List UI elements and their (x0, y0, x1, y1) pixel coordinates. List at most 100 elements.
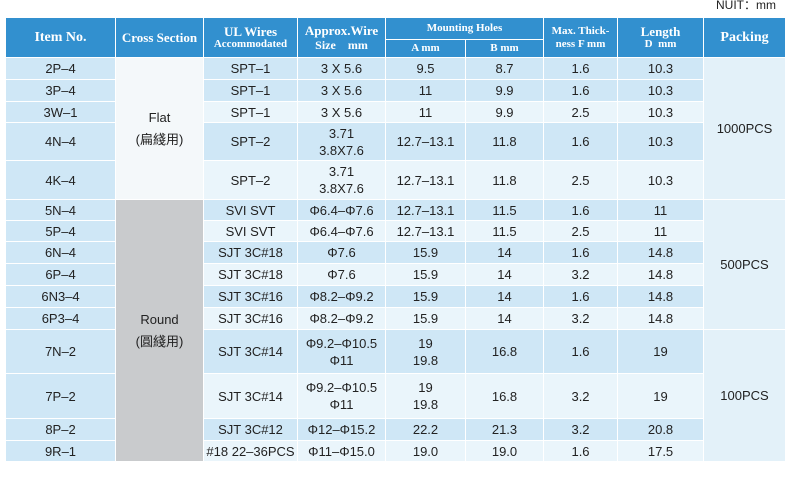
thickness-cell: 2.5 (543, 160, 619, 200)
a-cell: 12.7–13.1 (385, 220, 466, 242)
a-cell: 9.5 (385, 57, 466, 80)
table-row: 8P–2 SJT 3C#12 Φ12–Φ15.2 22.2 21.3 3.2 20.8 (5, 418, 786, 441)
cell-line: Φ6.4–Φ7.6 (309, 202, 374, 218)
item-cell: 7N–2 (5, 329, 116, 374)
cell-line: 1.6 (571, 245, 590, 260)
item-cell: 3W–1 (5, 101, 116, 123)
cell-line: 6N–4 (44, 245, 77, 260)
ul-cell: SPT–1 (203, 101, 298, 123)
a-cell: 19.0 (385, 440, 466, 462)
header-line: Length (640, 23, 681, 39)
cell-line: 6P3–4 (41, 311, 80, 326)
b-cell: 14 (464, 285, 545, 308)
ul-cell: SJT 3C#12 (203, 418, 298, 441)
cell-line: 3.8X7.6 (319, 142, 364, 158)
ul-cell: #18 22–36PCS (203, 440, 298, 462)
cell-line: Φ11 (329, 352, 354, 368)
cell-line: 8P–2 (45, 422, 76, 437)
table-row: 9R–1 #18 22–36PCS Φ11–Φ15.0 19.0 19.0 1.6 17.5 (5, 440, 786, 462)
item-cell: 6P3–4 (5, 307, 116, 330)
unit-label: NUIT：mm (716, 0, 776, 12)
cell-line: 11 (418, 83, 433, 98)
cell-line: 11.5 (492, 223, 517, 239)
cell-line: SJT 3C#16 (218, 289, 283, 304)
b-cell: 21.3 (464, 418, 545, 441)
cell-line: 14 (497, 311, 512, 326)
b-cell: 11.5 (464, 199, 545, 221)
cell-line: 19 (653, 344, 668, 359)
packing-cell: 1000PCS (703, 57, 787, 200)
cell-line: 9.9 (495, 83, 514, 98)
table-row: 2P–4 Flat (扁綫用) SPT–1 3 X 5.6 9.5 8.7 1.6 10.3 10… (5, 57, 787, 200)
thickness-cell: 3.2 (543, 373, 619, 419)
header-cell: Packing (703, 17, 787, 58)
cell-line: #18 22–36PCS (206, 443, 295, 459)
cell-line: Φ7.6 (327, 245, 356, 260)
cell-line: 19 (653, 388, 668, 404)
cell-line: 12.7–13.1 (396, 134, 455, 149)
thickness-cell: 1.6 (543, 57, 619, 80)
cell-line: 3.2 (571, 388, 590, 404)
wire-cell: Φ8.2–Φ9.2 (297, 307, 386, 330)
a-cell: 12.7–13.1 (385, 122, 466, 161)
header-cell: Length D mm (617, 17, 705, 58)
cell-line: 19.0 (412, 443, 439, 459)
b-cell: 14 (464, 241, 545, 264)
length-cell: 11 (617, 220, 705, 242)
header-cell: Max. Thick-ness F mm (543, 17, 619, 58)
ul-cell: SPT–2 (203, 160, 298, 200)
cell-line: 19.0 (491, 443, 518, 459)
header-cell: Approx.Wire Size mm (297, 17, 386, 58)
cell-line: 16.8 (491, 388, 518, 404)
length-cell: 20.8 (617, 418, 705, 441)
cell-line: 5P–4 (45, 223, 76, 239)
cell-line: SJT 3C#14 (218, 388, 283, 404)
cell-line: 3P–4 (45, 83, 76, 98)
thickness-cell: 1.6 (543, 199, 619, 221)
length-cell: 11 (617, 199, 705, 221)
cell-line: 6N3–4 (41, 289, 80, 304)
cell-line: 11.5 (492, 202, 517, 218)
cell-line: 10.3 (647, 61, 674, 76)
length-cell: 10.3 (617, 101, 705, 123)
b-cell: 14 (464, 263, 545, 286)
cell-line: 3 X 5.6 (320, 83, 363, 98)
cell-line: 2P–4 (45, 61, 76, 76)
wire-cell: 3.71 3.8X7.6 (297, 160, 386, 200)
table-row: 3P–4 SPT–1 3 X 5.6 11 9.9 1.6 10.3 (5, 79, 786, 102)
cell-line: 15.9 (412, 245, 439, 260)
cell-line: (扁綫用) (135, 131, 184, 147)
a-cell: 22.2 (385, 418, 466, 441)
cell-line: 4K–4 (45, 172, 76, 188)
packing-cell: 500PCS (703, 199, 787, 330)
table-row: 6N3–4 SJT 3C#16 Φ8.2–Φ9.2 15.9 14 1.6 14.8 (5, 285, 786, 308)
cell-line: SJT 3C#18 (218, 245, 283, 260)
cell-line: 6P–4 (45, 267, 76, 282)
cell-line: 3.2 (571, 422, 590, 437)
cell-line: SPT–1 (230, 104, 271, 120)
cell-line: SVI SVT (225, 202, 276, 218)
cell-line: 14.8 (647, 267, 674, 282)
thickness-cell: 1.6 (543, 285, 619, 308)
header-line: D mm (644, 37, 677, 50)
item-cell: 7P–2 (5, 373, 116, 419)
header-cell: A mm (385, 39, 466, 58)
cell-line: 12.7–13.1 (396, 223, 455, 239)
a-cell: 19 19.8 (385, 329, 466, 374)
cell-line: 1.6 (571, 289, 590, 304)
cell-line: 14.8 (647, 245, 674, 260)
cell-line: 7P–2 (45, 388, 76, 404)
a-cell: 15.9 (385, 285, 466, 308)
a-cell: 12.7–13.1 (385, 160, 466, 200)
cell-line: 8.7 (495, 61, 514, 76)
cell-line: (圓綫用) (135, 333, 184, 349)
cell-line: 15.9 (412, 289, 439, 304)
a-cell: 15.9 (385, 241, 466, 264)
cell-line: 11.8 (492, 134, 517, 149)
spec-table: Item No. Cross Section UL Wires Accommoda… (5, 17, 787, 462)
thickness-cell: 1.6 (543, 329, 619, 374)
header-line: Max. Thick- (551, 24, 610, 37)
cell-line: 10.3 (647, 83, 674, 98)
cell-line: 16.8 (491, 344, 518, 359)
table-row: 4N–4 SPT–2 3.71 3.8X7.6 12.7–13.1 11.8 1.6 10.3 (5, 122, 786, 161)
